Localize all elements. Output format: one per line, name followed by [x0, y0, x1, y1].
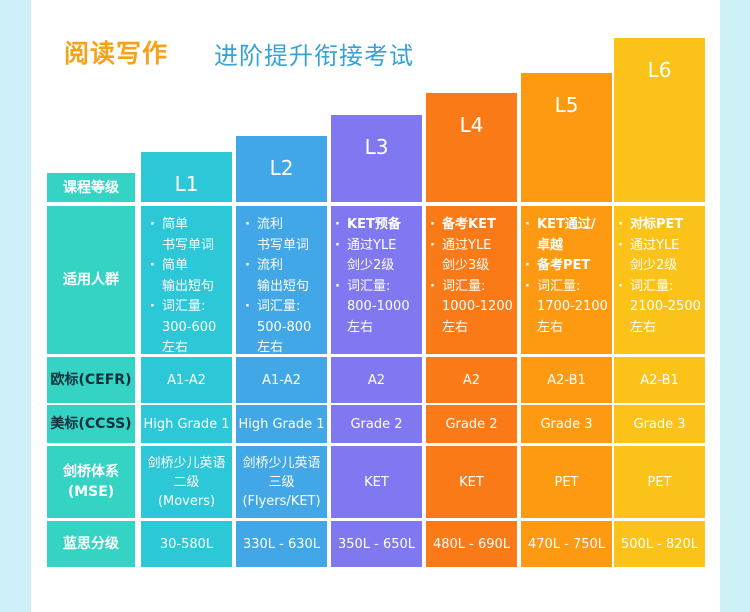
audience-line: 800-1000 [347, 299, 410, 314]
page-title: 阅读写作 [64, 39, 169, 68]
audience-bullet: 备考KET [429, 215, 517, 236]
level-header-l1: L1 [141, 152, 232, 202]
mse-cell: PET [614, 446, 705, 518]
ccss-cell: Grade 3 [521, 405, 612, 443]
level-header-l4: L4 [426, 93, 517, 202]
page-subtitle: 进阶提升衔接考试 [214, 42, 414, 70]
cefr-cell: A2 [426, 357, 517, 403]
audience-bullet: 简单 [149, 215, 232, 236]
audience-bullet: 词汇量: [244, 297, 327, 318]
audience-cell: KET通过/卓越备考PET词汇量:1700-2100 左右 [521, 206, 612, 354]
audience-bullet: 简单 [149, 256, 232, 277]
cefr-cell: A1-A2 [141, 357, 232, 403]
mse-line: (Flyers/KET) [242, 493, 321, 509]
row-label-audience: 适用人群 [47, 206, 135, 354]
audience-line: 剑少3级 [442, 258, 490, 273]
audience-bullet: 词汇量: [617, 277, 705, 298]
audience-line: 1000-1200 [442, 299, 513, 314]
audience-bullet: 词汇量: [334, 277, 422, 298]
audience-line: 1700-2100 [537, 299, 608, 314]
audience-bullet: 通过YLE [429, 236, 517, 257]
audience-bullet: 流利 [244, 256, 327, 277]
audience-bullet: 流利 [244, 215, 327, 236]
audience-line: 卓越 [537, 237, 564, 253]
level-header-l2: L2 [236, 136, 327, 202]
mse-line: 剑桥少儿英语 [147, 455, 226, 471]
audience-bullet: KET通过/ [524, 215, 612, 236]
ccss-cell: High Grade 1 [236, 405, 327, 443]
ccss-cell: Grade 2 [331, 405, 422, 443]
audience-bullet: 词汇量: [149, 297, 232, 318]
audience-line: 左右 [630, 319, 657, 335]
level-header-l5: L5 [521, 73, 612, 202]
mse-cell: KET [331, 446, 422, 518]
lexile-cell: 470L - 750L [521, 521, 612, 567]
lexile-cell: 330L - 630L [236, 521, 327, 567]
ccss-cell: Grade 2 [426, 405, 517, 443]
mse-line: PET [554, 474, 579, 490]
lexile-cell: 480L - 690L [426, 521, 517, 567]
mse-line: 三级 [268, 474, 295, 490]
cefr-cell: A2 [331, 357, 422, 403]
mse-line: (Movers) [157, 493, 216, 509]
audience-bullet: 通过YLE [334, 236, 422, 257]
audience-bullet: KET预备 [334, 215, 422, 236]
row-label-line: 剑桥体系 [63, 464, 119, 480]
mse-cell: 剑桥少儿英语 三级 (Flyers/KET) [236, 446, 327, 518]
lexile-cell: 30-580L [141, 521, 232, 567]
audience-line: 剑少2级 [347, 258, 395, 273]
lexile-cell: 350L - 650L [331, 521, 422, 567]
audience-line: 左右 [162, 340, 189, 355]
level-header-l6: L6 [614, 38, 705, 202]
audience-line: 书写单词 [162, 237, 215, 253]
audience-cell: 备考KET通过YLE剑少3级词汇量:1000-1200 左右 [426, 206, 517, 354]
row-label-ccss: 美标(CCSS) [47, 405, 135, 443]
mse-line: PET [647, 474, 672, 490]
row-label-cefr: 欧标(CEFR) [47, 357, 135, 403]
audience-line: 500-800 [257, 319, 312, 335]
audience-line: 左右 [442, 319, 469, 335]
mse-cell: KET [426, 446, 517, 518]
audience-cell: 对标PET通过YLE剑少2级词汇量:2100-2500 左右 [614, 206, 705, 354]
cefr-cell: A2-B1 [521, 357, 612, 403]
cefr-cell: A2-B1 [614, 357, 705, 403]
cefr-cell: A1-A2 [236, 357, 327, 403]
audience-cell: KET预备通过YLE剑少2级词汇量:800-1000 左右 [331, 206, 422, 354]
row-label-mse: 剑桥体系 (MSE) [47, 446, 135, 518]
audience-line: 左右 [537, 319, 564, 335]
level-header-l3: L3 [331, 115, 422, 202]
audience-line: 输出短句 [257, 278, 310, 294]
audience-bullet: 备考PET [524, 256, 612, 277]
audience-bullet: 词汇量: [524, 277, 612, 298]
audience-line: 300-600 [162, 319, 217, 335]
ccss-cell: High Grade 1 [141, 405, 232, 443]
audience-bullet: 通过YLE [617, 236, 705, 257]
mse-line: KET [459, 474, 484, 490]
audience-bullet: 词汇量: [429, 277, 517, 298]
audience-line: 左右 [257, 340, 284, 355]
row-label-level: 课程等级 [47, 173, 135, 202]
mse-cell: 剑桥少儿英语 二级 (Movers) [141, 446, 232, 518]
row-label-lexile: 蓝思分级 [47, 521, 135, 567]
mse-line: KET [364, 474, 389, 490]
audience-line: 左右 [347, 319, 374, 335]
audience-bullet: 对标PET [617, 215, 705, 236]
audience-line: 2100-2500 [630, 299, 701, 314]
row-label-line: (MSE) [67, 484, 115, 500]
mse-cell: PET [521, 446, 612, 518]
audience-line: 输出短句 [162, 278, 215, 294]
mse-line: 二级 [173, 474, 200, 490]
lexile-cell: 500L - 820L [614, 521, 705, 567]
audience-line: 剑少2级 [630, 258, 678, 273]
mse-line: 剑桥少儿英语 [242, 455, 321, 471]
ccss-cell: Grade 3 [614, 405, 705, 443]
audience-line: 书写单词 [257, 237, 310, 253]
